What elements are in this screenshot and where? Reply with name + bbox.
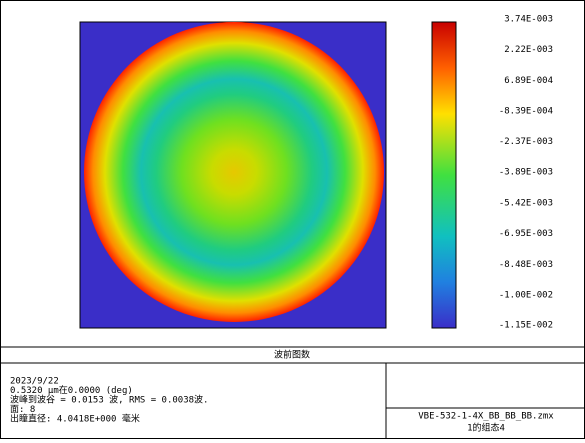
info-line: 面: 8 [10,404,35,415]
info-line: 出瞳直径: 4.0418E+000 毫米 [10,413,140,425]
colorbar-tick-label: -6.95E-003 [499,229,553,239]
info-line: 0.5320 μm在0.0000 (deg) [10,384,133,396]
colorbar-tick-label: 2.22E-003 [504,45,553,55]
file-name: VBE-532-1-4X_BB_BB_BB.zmx [418,412,554,422]
colorbar-tick-label: -5.42E-003 [499,198,553,208]
colorbar-tick-label: 3.74E-003 [504,15,553,25]
colorbar-tick-label: 6.89E-004 [504,76,553,86]
info-line: 2023/9/22 [10,377,59,387]
colorbar-tick-label: -8.48E-003 [499,260,553,270]
colorbar [431,21,457,329]
config: 1的组态4 [467,422,505,434]
colorbar-tick-label: -8.39E-004 [499,106,553,116]
info-line: 波峰到波谷 = 0.0153 波, RMS = 0.0038波. [10,394,208,406]
colorbar-tick-label: -1.00E-002 [499,290,553,300]
colorbar-tick-label: -3.89E-003 [499,168,553,178]
panel-title: 波前图数 [274,349,310,361]
colorbar-tick-label: -1.15E-002 [499,321,553,331]
wavefront-pupil [84,22,384,322]
colorbar-tick-label: -2.37E-003 [499,137,553,147]
